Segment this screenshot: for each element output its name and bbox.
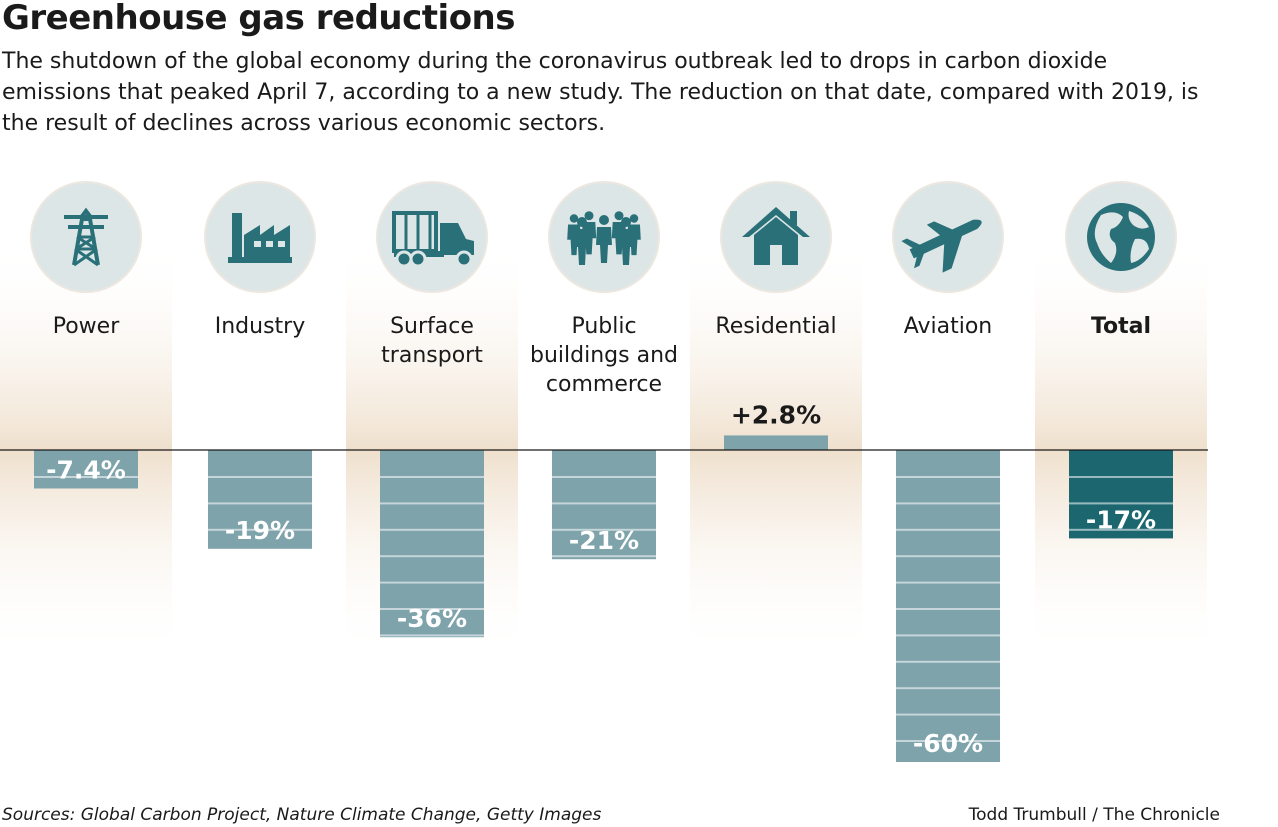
value-label-aviation: -60%	[913, 729, 983, 758]
value-label-surface-transport: -36%	[397, 604, 467, 633]
category-label-power: Power	[53, 314, 120, 339]
bar-total	[1069, 450, 1173, 539]
category-label-residential: Residential	[715, 314, 836, 339]
globe-icon	[1065, 181, 1177, 293]
category-label-public-buildings-and-commerce: Public	[571, 314, 636, 339]
people-group-icon	[548, 181, 660, 293]
category-label-industry: Industry	[215, 314, 306, 339]
power-tower-icon	[30, 181, 142, 293]
bar-industry	[208, 450, 312, 549]
category-label-total: Total	[1091, 314, 1151, 339]
bar-surface-transport	[380, 450, 484, 638]
bar-aviation	[896, 450, 1000, 762]
chart-subtitle: The shutdown of the global economy durin…	[2, 49, 1199, 136]
category-label-public-buildings-and-commerce: buildings and	[530, 343, 678, 368]
value-label-total: -17%	[1086, 505, 1156, 534]
bar-chart: Power -7.4% Industry -19% Surface transport -3…	[0, 181, 1208, 762]
credit-note: Todd Trumbull / The Chronicle	[968, 805, 1220, 825]
category-label-public-buildings-and-commerce: commerce	[546, 372, 662, 397]
value-label-public-buildings-and-commerce: -21%	[569, 526, 639, 555]
category-label-surface-transport: transport	[381, 343, 483, 368]
category-label-surface-transport: Surface	[390, 314, 474, 339]
source-note: Sources: Global Carbon Project, Nature C…	[2, 805, 602, 825]
value-label-industry: -19%	[225, 516, 295, 545]
bar-public-buildings-and-commerce	[552, 450, 656, 560]
category-label-aviation: Aviation	[904, 314, 993, 339]
bar-power	[34, 450, 138, 489]
chart-title: Greenhouse gas reductions	[2, 0, 516, 38]
value-label-residential: +2.8%	[731, 400, 821, 429]
value-label-power: -7.4%	[46, 455, 126, 484]
house-icon	[720, 181, 832, 293]
truck-icon	[376, 181, 488, 293]
factory-icon	[204, 181, 316, 293]
airplane-icon	[892, 181, 1004, 293]
bar-residential	[724, 435, 828, 450]
